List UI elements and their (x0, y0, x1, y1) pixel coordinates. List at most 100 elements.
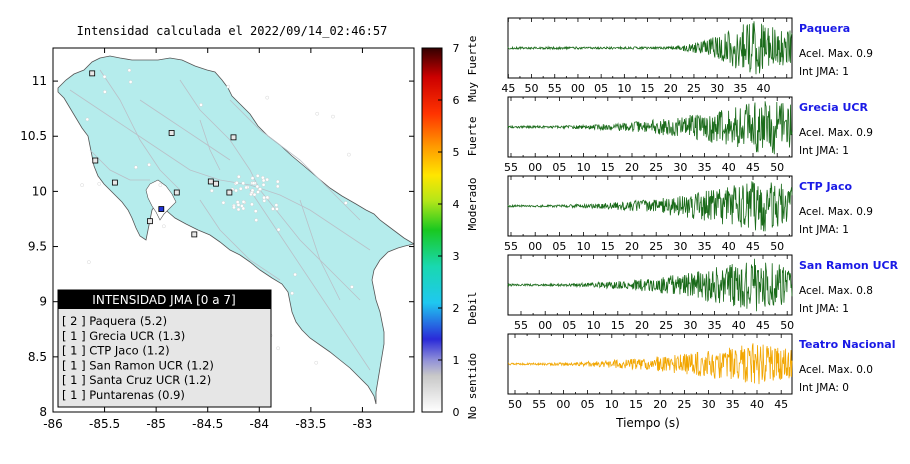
intensity-colorbar: 0 1 2 3 4 5 6 7 No sentido Debil Moderado Fuerte Mu… (421, 36, 479, 419)
waveform-tick-label: 40 (757, 82, 771, 95)
station-dot (350, 285, 354, 289)
map-x-tick-label: -86 (43, 417, 63, 431)
station-dot (274, 203, 279, 207)
waveform-trace (508, 343, 793, 385)
station-marker (111, 179, 118, 186)
intensity-legend: INTENSIDAD JMA [0 a 7] [ 2 ] Paquera (5.… (57, 289, 272, 408)
map-landmass-group (57, 55, 414, 405)
legend-title: INTENSIDAD JMA [0 a 7] (92, 293, 235, 307)
station-dot (314, 360, 318, 365)
waveform-tick-label: 00 (571, 82, 585, 95)
waveform-tick-label: 25 (659, 319, 673, 332)
waveform-tick-label: 45 (501, 82, 515, 95)
waveform-tick-label: 55 (514, 319, 528, 332)
colorbar-category-label: No sentido (466, 353, 479, 419)
station-dot (258, 187, 262, 191)
station-dot (290, 291, 294, 296)
waveform-tick-label: 20 (635, 319, 649, 332)
waveform-tick-label: 15 (629, 398, 643, 411)
waveform-tick-label: 55 (548, 82, 562, 95)
legend-entry: [ 2 ] Paquera (5.2) (62, 314, 167, 328)
waveform-tick-label: 55 (532, 398, 546, 411)
map-y-tick-label: 8.5 (28, 350, 47, 364)
waveform-tick-label: 05 (581, 398, 595, 411)
map-x-tick-label: -83 (353, 417, 373, 431)
waveform-tick-label: 10 (587, 319, 601, 332)
station-dot (236, 207, 241, 212)
station-dot (261, 175, 265, 180)
station-dot (253, 209, 258, 213)
station-dot (244, 185, 248, 190)
waveform-tick-label: 05 (552, 161, 566, 174)
station-marker (173, 189, 180, 196)
waveform-panel: 50 55 00 05 10 15 20 25 30 35 40 45 Teatro Nacional A… (507, 333, 896, 411)
station-name-label: San Ramon UCR (799, 259, 899, 272)
station-dot (210, 188, 214, 193)
colorbar-tick-label: 7 (453, 42, 460, 55)
waveform-tick-label: 50 (770, 161, 784, 174)
station-dot (250, 188, 255, 193)
station-dot (241, 206, 246, 211)
colorbar-tick-label: 0 (453, 406, 460, 419)
waveform-tick-label: 50 (508, 398, 522, 411)
waveform-tick-label: 40 (732, 319, 746, 332)
station-dot (235, 181, 239, 185)
waveform-tick-label: 05 (562, 319, 576, 332)
colorbar-tick-label: 6 (453, 94, 460, 107)
waveform-tick-label: 15 (601, 161, 615, 174)
acel-max-label: Acel. Max. 0.8 (799, 285, 873, 297)
station-dot (235, 200, 240, 204)
waveform-trace (507, 181, 793, 232)
map-x-tick-label: -85.5 (89, 417, 120, 431)
colorbar-gradient (421, 47, 443, 413)
waveform-tick-label: 15 (641, 82, 655, 95)
acel-max-label: Acel. Max. 0.0 (799, 364, 873, 376)
waveform-tick-label: 45 (756, 319, 770, 332)
station-dot (97, 182, 101, 186)
map-y-tick-label: 9.5 (28, 240, 47, 254)
colorbar-category-label: Moderado (466, 178, 479, 231)
waveform-trace (507, 21, 793, 75)
acel-max-label: Acel. Max. 0.9 (799, 48, 873, 60)
waveform-tick-label: 05 (594, 82, 608, 95)
waveform-tick-label: 40 (722, 161, 736, 174)
station-marker (89, 70, 96, 77)
waveform-tick-label: 35 (708, 319, 722, 332)
station-dot (276, 227, 281, 232)
waveform-panels: 45 50 55 00 05 10 15 20 25 30 35 40 Paquera Acel. Max… (501, 17, 899, 411)
waveform-x-axis-label: Tiempo (s) (615, 416, 680, 430)
legend-entry: [ 1 ] San Ramon UCR (1.2) (62, 358, 214, 372)
waveform-tick-label: 50 (780, 319, 794, 332)
int-jma-label: Int JMA: 1 (799, 145, 849, 157)
colorbar-tick-label: 4 (453, 198, 460, 211)
waveform-tick-label: 55 (504, 240, 518, 253)
station-squares (89, 70, 237, 238)
waveform-panel: 55 00 05 10 15 20 25 30 35 40 45 50 San Ramon UCR Ace… (507, 254, 899, 332)
station-dot (331, 114, 335, 119)
map-x-tick-label: -83.5 (295, 417, 326, 431)
station-dot (265, 95, 269, 100)
waveform-tick-label: 25 (649, 161, 663, 174)
map-y-tick-label: 10 (32, 184, 47, 198)
station-marker (92, 157, 99, 164)
station-name-label: Grecia UCR (799, 101, 868, 114)
legend-entry: [ 1 ] CTP Jaco (1.2) (62, 344, 170, 358)
waveform-tick-label: 00 (538, 319, 552, 332)
station-dot (87, 260, 91, 264)
station-dot (276, 346, 280, 351)
map-y-tick-label: 8 (39, 405, 47, 419)
station-marker (213, 180, 219, 187)
waveform-tick-label: 10 (577, 161, 591, 174)
station-dot (162, 224, 166, 229)
station-name-label: Teatro Nacional (799, 338, 896, 351)
station-dot (261, 178, 266, 183)
waveform-panel: 55 00 05 10 15 20 25 30 35 40 45 50 CTP Jaco Acel. Ma… (504, 175, 873, 253)
waveform-tick-label: 30 (683, 319, 697, 332)
waveform-trace (507, 258, 793, 312)
waveform-tick-label: 45 (774, 398, 788, 411)
waveform-tick-label: 15 (601, 240, 615, 253)
colorbar-category-label: Debil (466, 291, 479, 324)
map-x-tick-label: -84.5 (192, 417, 223, 431)
waveform-tick-label: 10 (605, 398, 619, 411)
colorbar-ticks: 0 1 2 3 4 5 6 7 (438, 42, 460, 419)
